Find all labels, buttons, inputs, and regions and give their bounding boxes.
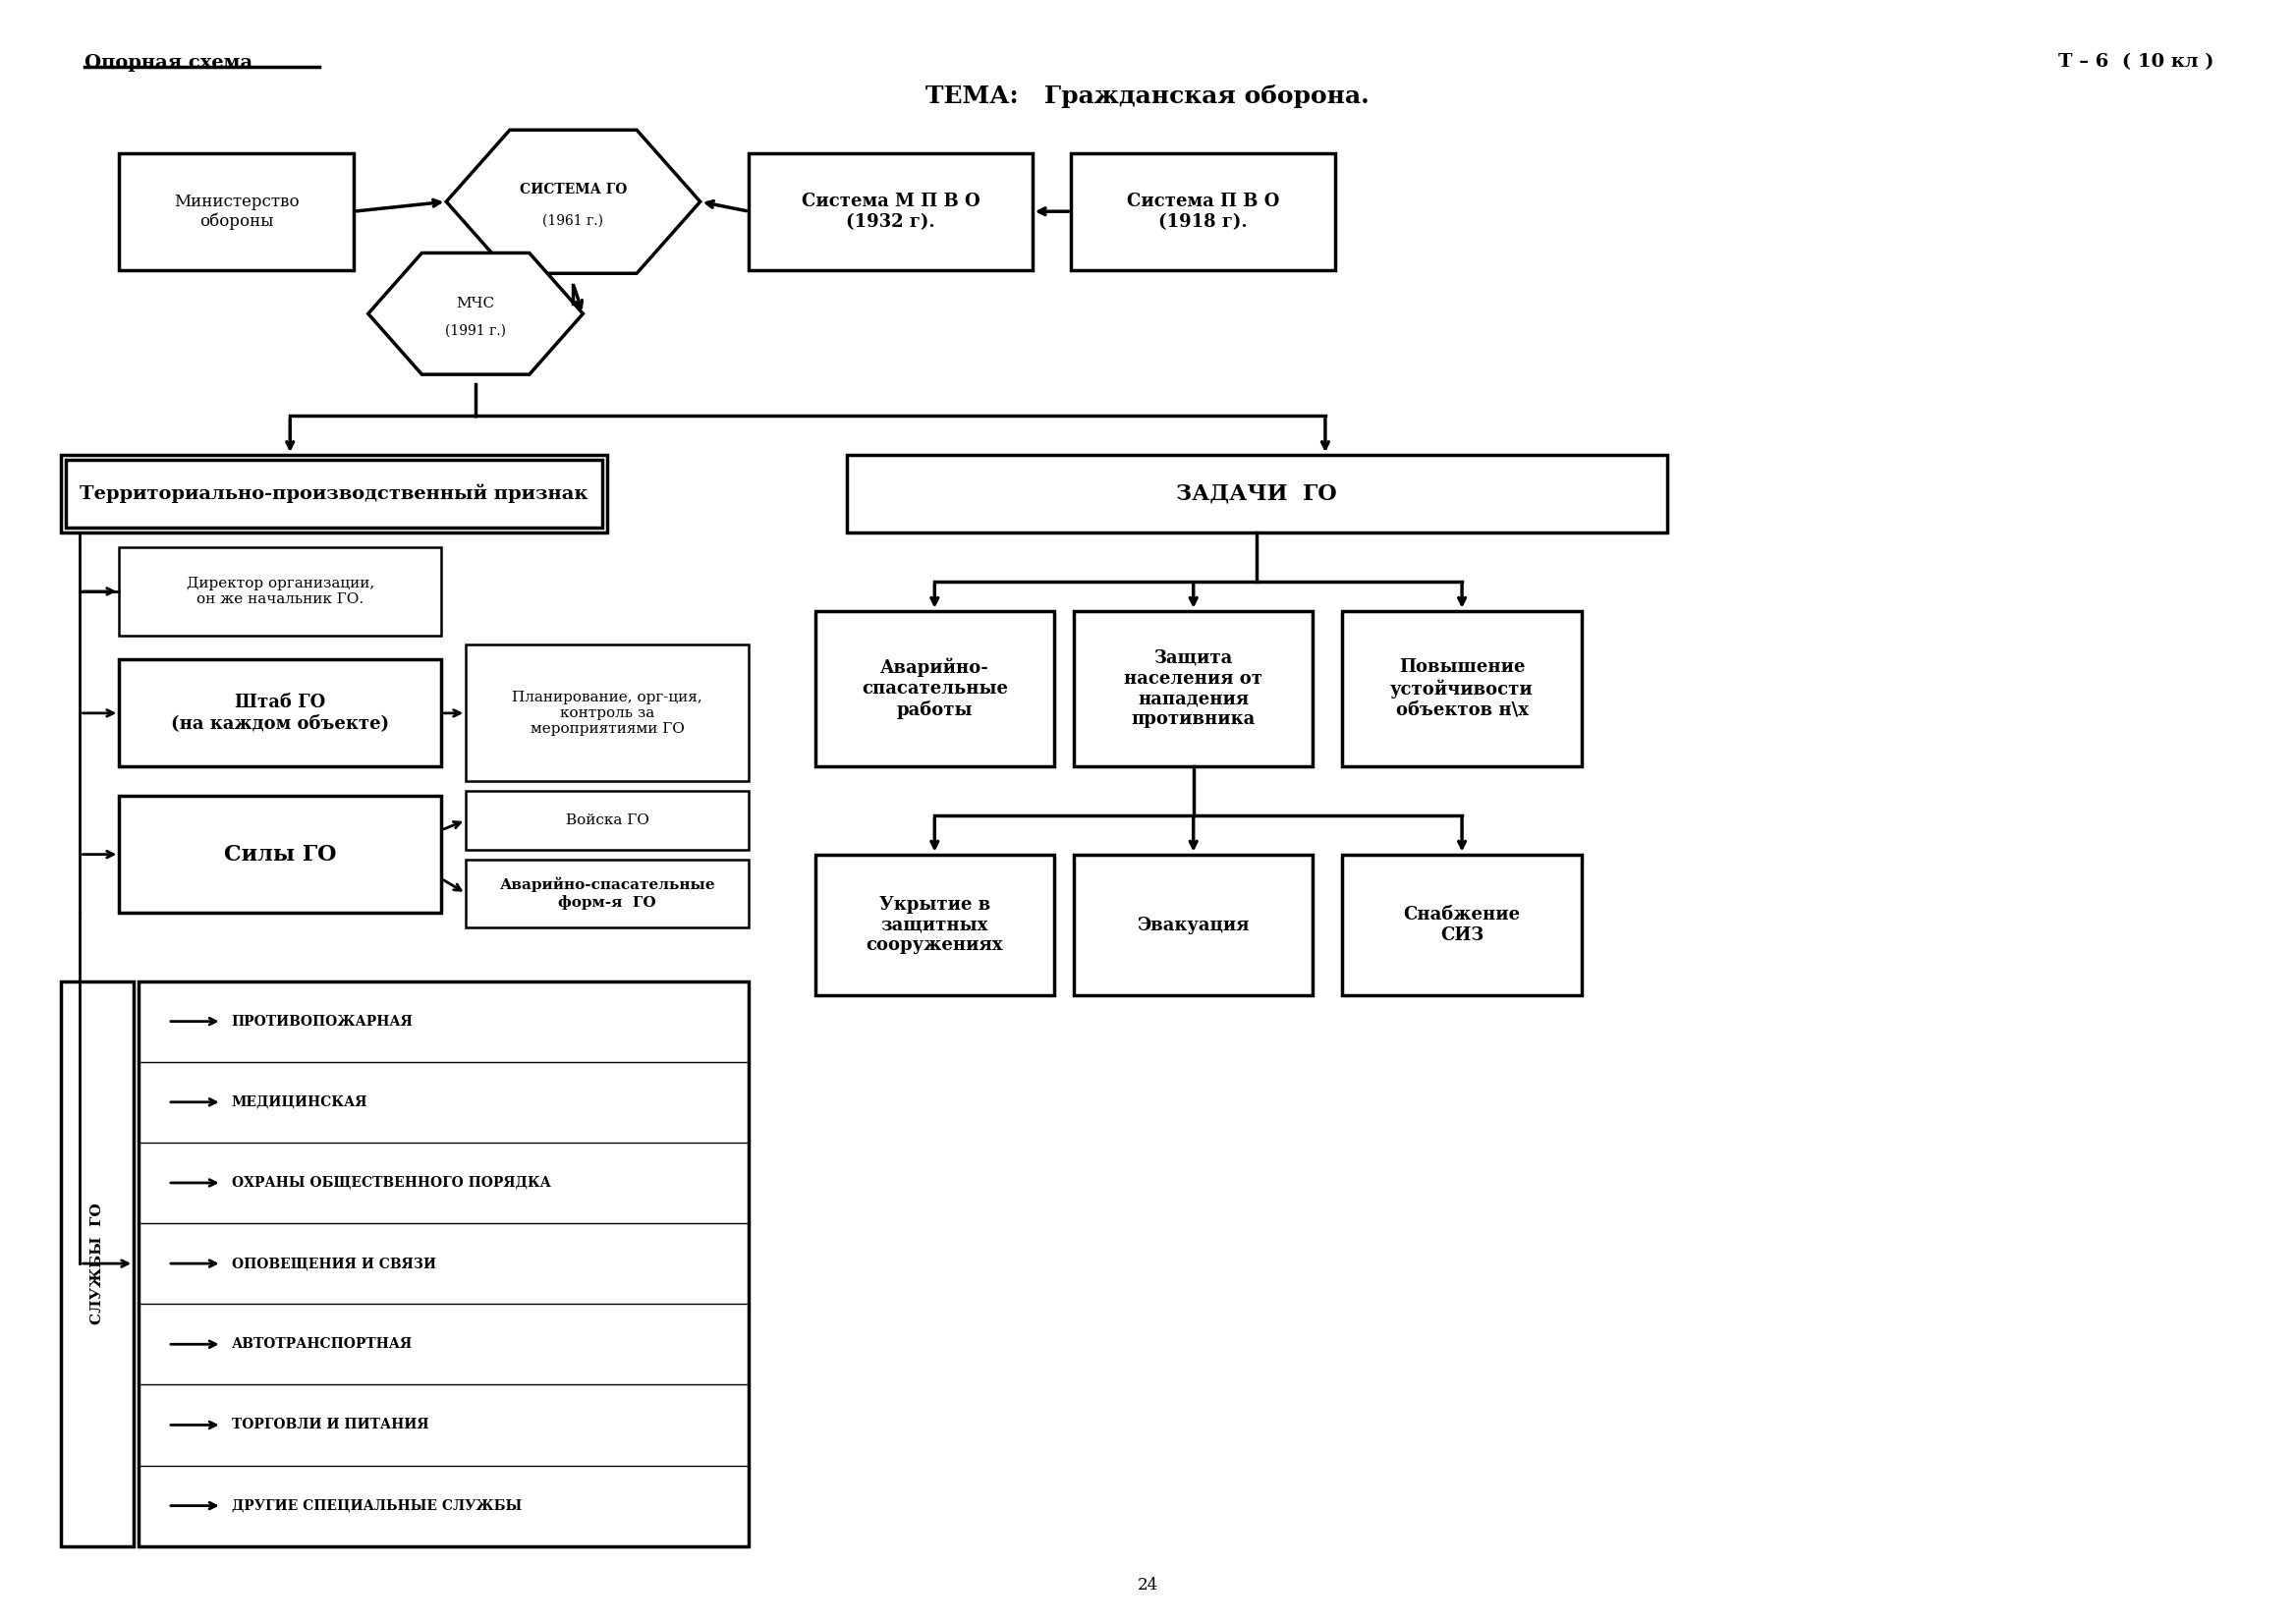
- Text: ТОРГОВЛИ И ПИТАНИЯ: ТОРГОВЛИ И ПИТАНИЯ: [232, 1418, 429, 1432]
- FancyBboxPatch shape: [847, 455, 1666, 533]
- Text: (1991 г.): (1991 г.): [445, 325, 507, 338]
- Text: Снабжение
СИЗ: Снабжение СИЗ: [1405, 906, 1522, 944]
- Text: Повышение
устойчивости
объектов н\х: Повышение устойчивости объектов н\х: [1391, 659, 1533, 719]
- FancyBboxPatch shape: [1074, 854, 1313, 996]
- Text: Территориально-производственный признак: Территориально-производственный признак: [80, 484, 588, 503]
- Text: ТЕМА:   Гражданская оборона.: ТЕМА: Гражданская оборона.: [925, 84, 1370, 109]
- FancyBboxPatch shape: [67, 460, 604, 528]
- Text: Штаб ГО
(на каждом объекте): Штаб ГО (на каждом объекте): [172, 693, 390, 732]
- Text: Защита
населения от
нападения
противника: Защита населения от нападения противника: [1125, 650, 1262, 728]
- Polygon shape: [445, 130, 700, 273]
- FancyBboxPatch shape: [60, 455, 608, 533]
- Text: Аварийно-спасательные
форм-я  ГО: Аварийно-спасательные форм-я ГО: [500, 877, 716, 909]
- FancyBboxPatch shape: [119, 547, 441, 635]
- FancyBboxPatch shape: [466, 791, 748, 849]
- FancyBboxPatch shape: [119, 796, 441, 913]
- Text: 24: 24: [1136, 1577, 1159, 1593]
- Text: ОПОВЕЩЕНИЯ И СВЯЗИ: ОПОВЕЩЕНИЯ И СВЯЗИ: [232, 1257, 436, 1270]
- FancyBboxPatch shape: [138, 981, 748, 1546]
- Text: (1961 г.): (1961 г.): [544, 214, 604, 227]
- Text: ОХРАНЫ ОБЩЕСТВЕННОГО ПОРЯДКА: ОХРАНЫ ОБЩЕСТВЕННОГО ПОРЯДКА: [232, 1176, 551, 1190]
- Text: ДРУГИЕ СПЕЦИАЛЬНЫЕ СЛУЖБЫ: ДРУГИЕ СПЕЦИАЛЬНЫЕ СЛУЖБЫ: [232, 1499, 521, 1512]
- Text: Планирование, орг-ция,
контроль за
мероприятиями ГО: Планирование, орг-ция, контроль за мероп…: [512, 690, 702, 736]
- Text: СЛУЖБЫ  ГО: СЛУЖБЫ ГО: [90, 1203, 103, 1324]
- FancyBboxPatch shape: [119, 659, 441, 767]
- Text: Войска ГО: Войска ГО: [567, 814, 649, 827]
- Text: МЕДИЦИНСКАЯ: МЕДИЦИНСКАЯ: [232, 1095, 367, 1109]
- Text: Система М П В О
(1932 г).: Система М П В О (1932 г).: [801, 192, 980, 231]
- FancyBboxPatch shape: [748, 153, 1033, 270]
- Text: АВТОТРАНСПОРТНАЯ: АВТОТРАНСПОРТНАЯ: [232, 1338, 413, 1351]
- Text: Система П В О
(1918 г).: Система П В О (1918 г).: [1127, 192, 1281, 231]
- Text: Министерство
обороны: Министерство обороны: [174, 193, 298, 229]
- FancyBboxPatch shape: [1072, 153, 1336, 270]
- Text: Силы ГО: Силы ГО: [225, 843, 337, 866]
- FancyBboxPatch shape: [60, 981, 133, 1546]
- Text: Т – 6  ( 10 кл ): Т – 6 ( 10 кл ): [2059, 54, 2215, 71]
- Text: МЧС: МЧС: [457, 297, 496, 310]
- Text: Директор организации,
он же начальник ГО.: Директор организации, он же начальник ГО…: [186, 577, 374, 606]
- Text: Эвакуация: Эвакуация: [1136, 916, 1251, 934]
- FancyBboxPatch shape: [1343, 854, 1581, 996]
- Text: ПРОТИВОПОЖАРНАЯ: ПРОТИВОПОЖАРНАЯ: [232, 1015, 413, 1028]
- FancyBboxPatch shape: [1074, 611, 1313, 767]
- FancyBboxPatch shape: [466, 645, 748, 781]
- FancyBboxPatch shape: [815, 611, 1053, 767]
- Text: Аварийно-
спасательные
работы: Аварийно- спасательные работы: [861, 658, 1008, 719]
- Text: Опорная схема: Опорная схема: [85, 54, 252, 71]
- FancyBboxPatch shape: [815, 854, 1053, 996]
- FancyBboxPatch shape: [466, 859, 748, 927]
- Text: СИСТЕМА ГО: СИСТЕМА ГО: [519, 184, 627, 197]
- Text: ЗАДАЧИ  ГО: ЗАДАЧИ ГО: [1177, 482, 1338, 505]
- Polygon shape: [367, 253, 583, 375]
- FancyBboxPatch shape: [119, 153, 353, 270]
- Text: Укрытие в
защитных
сооружениях: Укрытие в защитных сооружениях: [865, 896, 1003, 955]
- FancyBboxPatch shape: [1343, 611, 1581, 767]
